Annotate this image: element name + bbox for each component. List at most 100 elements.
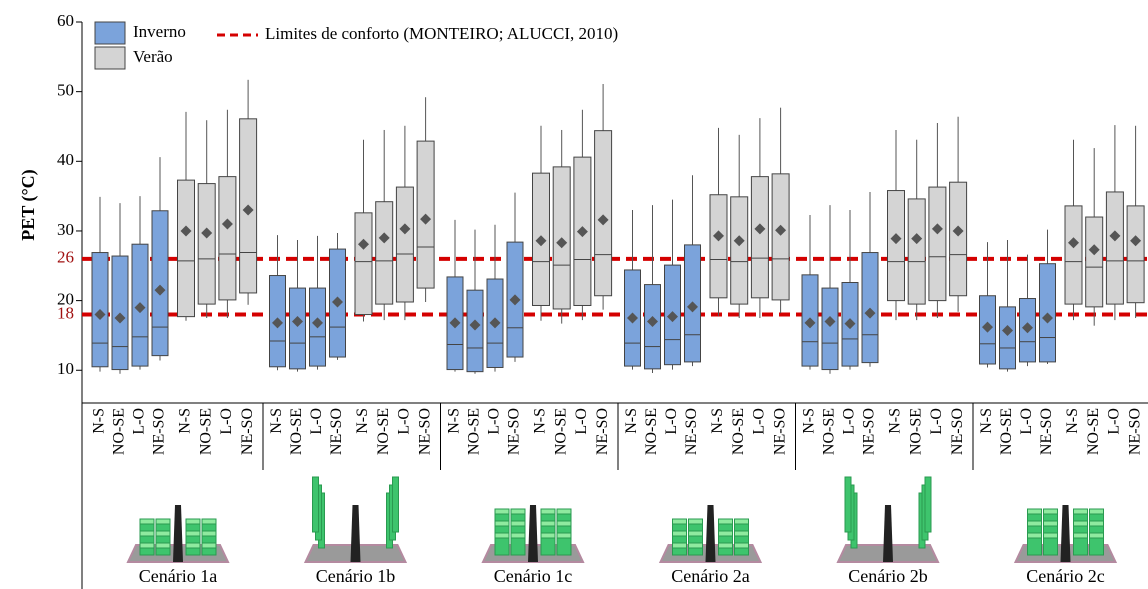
road bbox=[883, 505, 893, 562]
scenario-label: Cenário 1c bbox=[494, 566, 572, 586]
building-top bbox=[718, 530, 733, 537]
box bbox=[395, 186, 414, 303]
box bbox=[218, 176, 237, 301]
y-tick-label: 20 bbox=[57, 290, 74, 309]
scenario-illustration bbox=[481, 505, 585, 563]
box bbox=[594, 130, 613, 297]
x-tick-label: NE-SO bbox=[594, 408, 611, 455]
box bbox=[1085, 216, 1104, 308]
mean-marker bbox=[1002, 325, 1013, 337]
box bbox=[151, 210, 169, 357]
building-front bbox=[510, 536, 526, 556]
building-top bbox=[556, 508, 572, 515]
scenario-group: N-S NO-SE L-O NE-SO N-S NO-SE L-O NE-SOCenário … bbox=[801, 116, 974, 586]
building-top bbox=[688, 518, 703, 525]
building-top bbox=[139, 530, 155, 537]
legend-label: Verão bbox=[133, 47, 173, 66]
scenario-illustration bbox=[126, 505, 230, 563]
building-top bbox=[494, 520, 510, 527]
road bbox=[350, 505, 361, 562]
building-top bbox=[540, 532, 556, 539]
building-top bbox=[201, 518, 217, 525]
x-tick-label: NO-SE bbox=[907, 408, 924, 455]
x-tick-label: N-S bbox=[91, 408, 108, 434]
building-front bbox=[844, 476, 852, 533]
mean-marker bbox=[804, 317, 816, 329]
scenario-group: N-S NO-SE L-O NE-SO N-S NO-SE L-O NE-SOCenário … bbox=[978, 125, 1145, 586]
x-tick-label: NE-SO bbox=[151, 408, 168, 455]
building-top bbox=[510, 532, 526, 539]
scenario-illustration bbox=[303, 476, 408, 563]
x-tick-label: N-S bbox=[532, 408, 549, 434]
building-top bbox=[734, 518, 749, 525]
mean-marker bbox=[332, 296, 343, 308]
building-top bbox=[540, 520, 556, 527]
box bbox=[887, 190, 905, 302]
legend: Inverno Verão Limites de conforto (MONTEIR… bbox=[94, 21, 618, 70]
mean-marker bbox=[221, 218, 233, 230]
building-top bbox=[734, 530, 749, 537]
x-tick-label: NO-SE bbox=[466, 408, 483, 455]
mean-marker bbox=[1068, 237, 1079, 249]
legend-swatch bbox=[94, 21, 126, 45]
mean-marker bbox=[535, 235, 547, 247]
x-tick-label: L-O bbox=[841, 408, 858, 435]
x-tick-label: NO-SE bbox=[1085, 408, 1102, 455]
mean-marker bbox=[667, 311, 678, 323]
x-tick-label: N-S bbox=[801, 408, 818, 434]
mean-marker bbox=[399, 223, 411, 235]
x-tick-label: NO-SE bbox=[288, 408, 305, 455]
box bbox=[375, 201, 394, 305]
building-top bbox=[1043, 520, 1058, 527]
building-front bbox=[556, 536, 572, 556]
mean-marker bbox=[201, 227, 213, 239]
x-tick-label: NO-SE bbox=[998, 408, 1015, 455]
mean-marker bbox=[713, 230, 724, 242]
building-top bbox=[540, 508, 556, 515]
building-top bbox=[1089, 508, 1104, 515]
mean-marker bbox=[114, 312, 126, 324]
mean-marker bbox=[931, 223, 943, 235]
mean-marker bbox=[775, 224, 787, 236]
mean-marker bbox=[420, 213, 432, 225]
building-top bbox=[734, 542, 749, 549]
mean-marker bbox=[864, 307, 876, 319]
x-tick-label: NE-SO bbox=[239, 408, 256, 455]
building-top bbox=[185, 530, 201, 537]
x-tick-label: L-O bbox=[396, 408, 413, 435]
x-tick-label: L-O bbox=[928, 408, 945, 435]
x-tick-label: NE-SO bbox=[1126, 408, 1143, 455]
building-front bbox=[924, 476, 932, 533]
comfort-limit-label: 18 bbox=[57, 303, 74, 322]
building-top bbox=[494, 532, 510, 539]
mean-marker bbox=[1022, 322, 1033, 334]
x-tick-label: L-O bbox=[663, 408, 680, 435]
scenario-illustration bbox=[836, 476, 940, 563]
building-top bbox=[1027, 520, 1042, 527]
building-top bbox=[139, 518, 155, 525]
x-tick-label: L-O bbox=[573, 408, 590, 435]
building-top bbox=[1089, 532, 1104, 539]
x-tick-label: L-O bbox=[486, 408, 503, 435]
mean-marker bbox=[489, 317, 501, 329]
x-tick-label: NO-SE bbox=[197, 408, 214, 455]
scenario-group: N-S NO-SE L-O NE-SO N-S NO-SE L-O NE-SOCenário … bbox=[623, 107, 796, 586]
comfort-limit-label: 26 bbox=[57, 248, 74, 267]
mean-marker bbox=[556, 237, 568, 249]
box bbox=[197, 183, 216, 305]
mean-marker bbox=[134, 302, 146, 314]
box bbox=[177, 179, 195, 318]
mean-marker bbox=[952, 225, 964, 237]
mean-marker bbox=[687, 301, 698, 313]
mean-marker bbox=[312, 317, 323, 329]
building-top bbox=[688, 530, 703, 537]
mean-marker bbox=[982, 321, 993, 333]
building-top bbox=[139, 542, 155, 549]
building-top bbox=[1073, 532, 1088, 539]
mean-marker bbox=[449, 317, 461, 329]
mean-marker bbox=[576, 226, 588, 238]
scenario-illustration bbox=[658, 505, 763, 563]
box bbox=[771, 173, 790, 301]
road bbox=[528, 505, 538, 562]
